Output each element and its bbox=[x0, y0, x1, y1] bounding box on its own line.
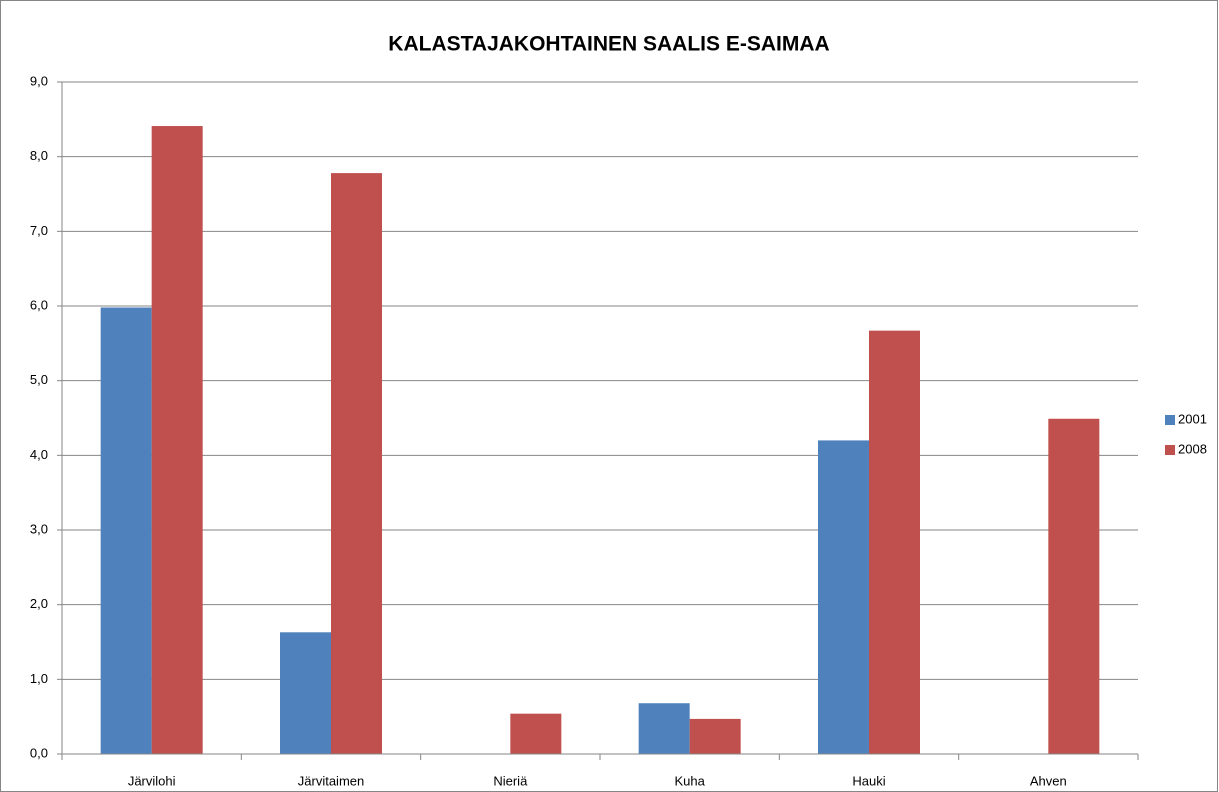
y-tick-label: 9,0 bbox=[30, 73, 48, 88]
legend-label: 2001 bbox=[1178, 411, 1207, 426]
x-tick-label: Järvilohi bbox=[128, 773, 176, 788]
bar bbox=[638, 703, 690, 754]
bar bbox=[689, 718, 741, 754]
bar bbox=[510, 713, 562, 754]
chart-title: KALASTAJAKOHTAINEN SAALIS E-SAIMAA bbox=[388, 33, 829, 56]
y-tick-label: 3,0 bbox=[30, 521, 48, 536]
bar bbox=[151, 126, 203, 754]
x-tick-label: Järvitaimen bbox=[298, 773, 364, 788]
x-tick-label: Nieriä bbox=[493, 773, 528, 788]
x-tick-label: Ahven bbox=[1030, 773, 1067, 788]
bar bbox=[280, 632, 331, 754]
y-tick-label: 4,0 bbox=[30, 447, 48, 462]
bar bbox=[1048, 418, 1100, 754]
y-tick-label: 1,0 bbox=[30, 671, 48, 686]
legend-swatch bbox=[1165, 445, 1175, 455]
x-tick-label: Hauki bbox=[852, 773, 885, 788]
x-tick-label: Kuha bbox=[674, 773, 705, 788]
legend-swatch bbox=[1165, 415, 1175, 425]
y-tick-label: 2,0 bbox=[30, 596, 48, 611]
bar bbox=[869, 330, 920, 754]
bar bbox=[818, 440, 869, 754]
y-tick-label: 0,0 bbox=[30, 745, 48, 760]
y-tick-label: 5,0 bbox=[30, 372, 48, 387]
y-tick-label: 8,0 bbox=[30, 148, 48, 163]
y-tick-label: 7,0 bbox=[30, 223, 48, 238]
y-tick-label: 6,0 bbox=[30, 297, 48, 312]
legend-label: 2008 bbox=[1178, 441, 1207, 456]
bar bbox=[331, 173, 382, 755]
bar bbox=[100, 307, 152, 754]
